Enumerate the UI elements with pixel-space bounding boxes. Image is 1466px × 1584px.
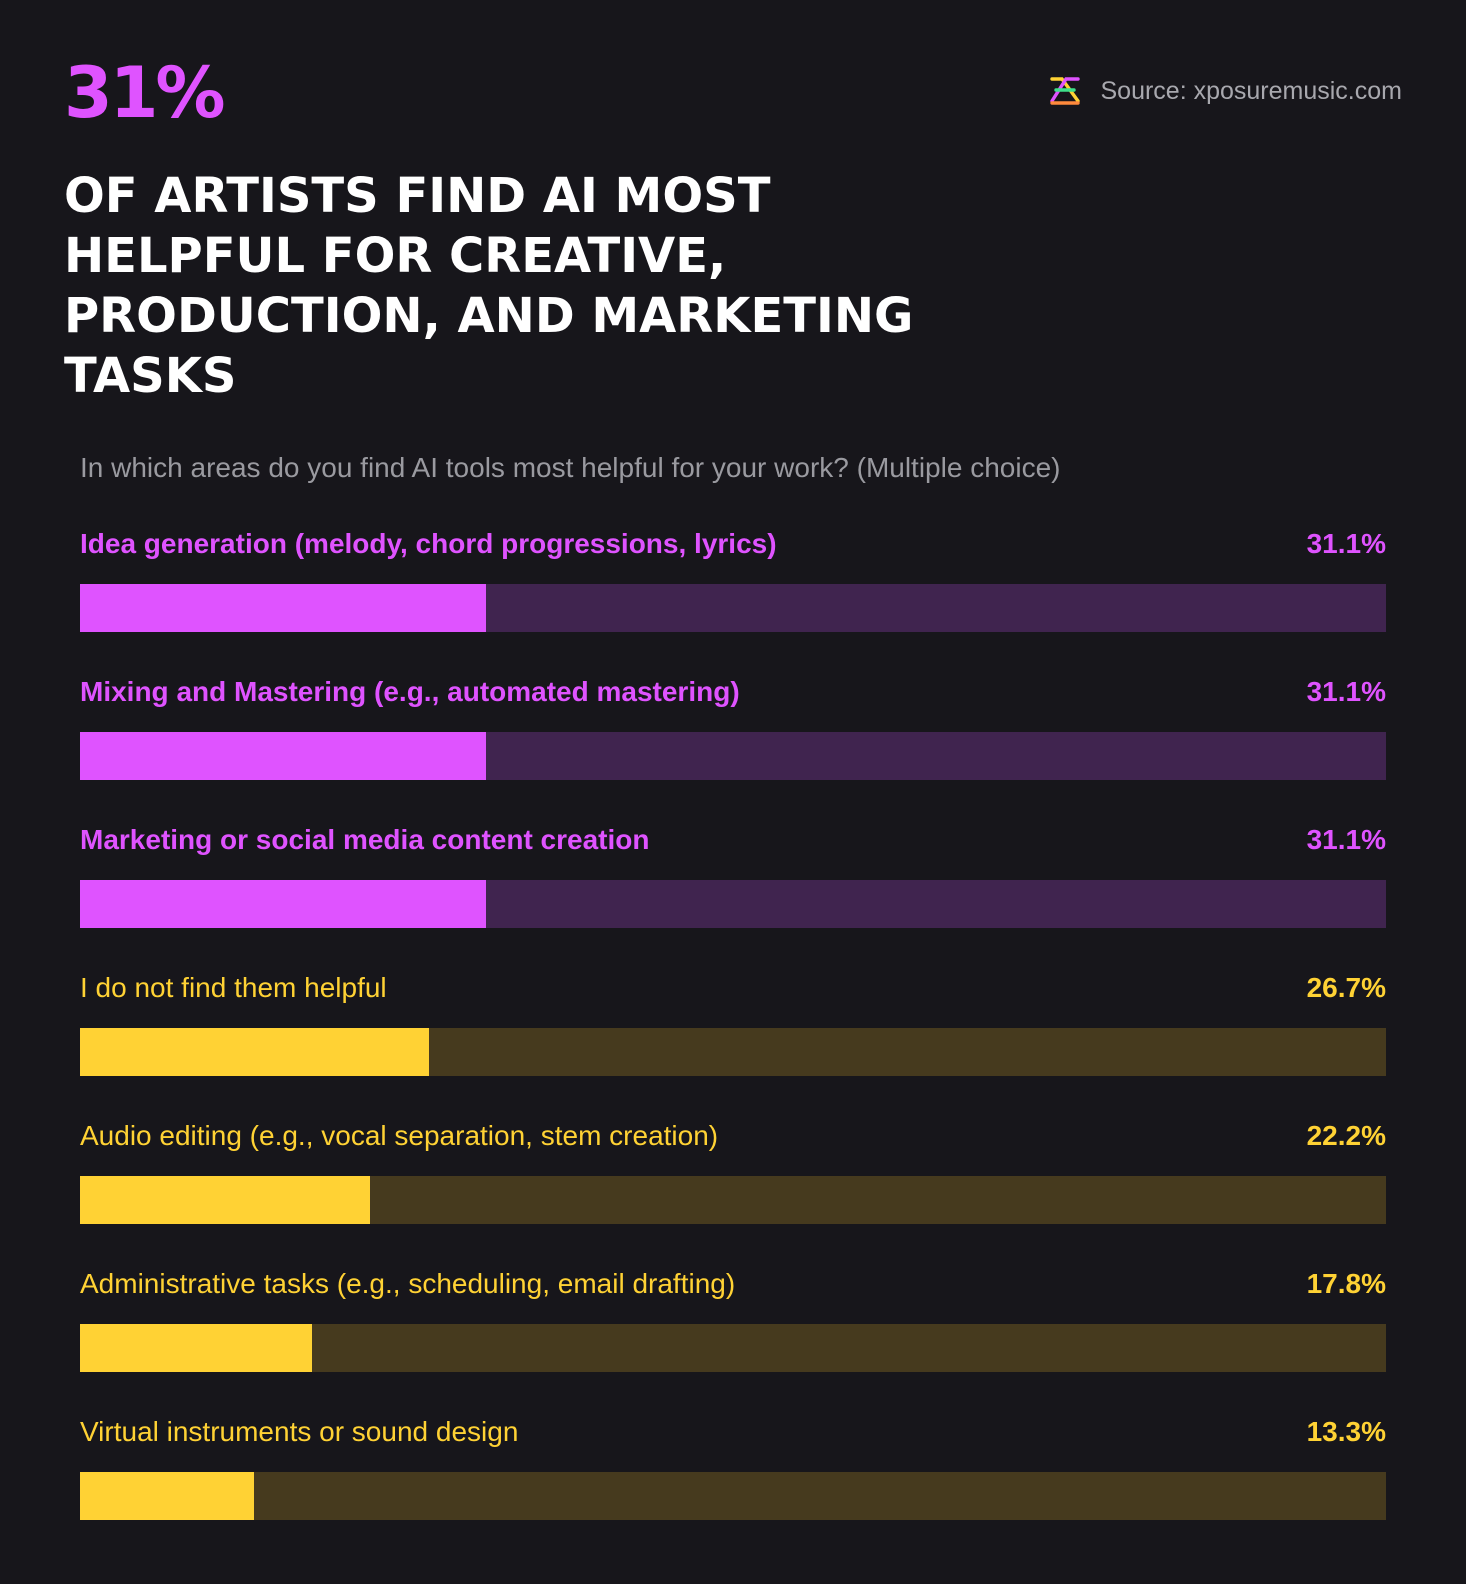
bar-label: Virtual instruments or sound design — [80, 1416, 519, 1447]
bar-row: Virtual instruments or sound design 13.3% — [80, 1412, 1386, 1560]
bar-track — [80, 732, 1386, 780]
bar-fill — [80, 1324, 313, 1372]
bar-value-label: 31.1% — [1306, 528, 1386, 559]
bar-fill — [80, 584, 487, 632]
bar-label: Mixing and Mastering (e.g., automated ma… — [80, 676, 740, 707]
bar-row: Audio editing (e.g., vocal separation, s… — [80, 1116, 1386, 1264]
bar-label: Marketing or social media content creati… — [80, 824, 650, 855]
bar-label: Audio editing (e.g., vocal separation, s… — [80, 1120, 719, 1151]
bar-row: I do not find them helpful 26.7% — [80, 968, 1386, 1116]
bar-row: Idea generation (melody, chord progressi… — [80, 524, 1386, 672]
bar-row: Administrative tasks (e.g., scheduling, … — [80, 1264, 1386, 1412]
bar-value-label: 31.1% — [1306, 676, 1386, 707]
bar-track — [80, 1176, 1386, 1224]
bar-track — [80, 1472, 1386, 1520]
bar-row: Marketing or social media content creati… — [80, 820, 1386, 968]
bar-label: I do not find them helpful — [80, 972, 387, 1003]
bar-label: Administrative tasks (e.g., scheduling, … — [80, 1268, 736, 1299]
xposure-logo-icon — [1050, 77, 1081, 105]
bar-row: Mixing and Mastering (e.g., automated ma… — [80, 672, 1386, 820]
headline: OF ARTISTS FIND AI MOST HELPFUL FOR CREA… — [64, 168, 914, 404]
bar-fill — [80, 1028, 429, 1076]
bar-fill — [80, 1472, 254, 1520]
bar-value-label: 17.8% — [1306, 1268, 1386, 1299]
bar-fill — [80, 880, 487, 928]
bar-value-label: 22.2% — [1306, 1120, 1386, 1151]
source-text: Source: xposuremusic.com — [1100, 76, 1402, 105]
bar-value-label: 13.3% — [1306, 1416, 1386, 1447]
chart-question: In which areas do you find AI tools most… — [80, 452, 1061, 483]
bar-track — [80, 1324, 1386, 1372]
bar-label: Idea generation (melody, chord progressi… — [80, 528, 777, 559]
bar-track — [80, 1028, 1386, 1076]
bar-value-label: 26.7% — [1306, 972, 1386, 1003]
source-attribution: Source: xposuremusic.com — [1048, 74, 1402, 108]
bar-track — [80, 880, 1386, 928]
bar-value-label: 31.1% — [1306, 824, 1386, 855]
bar-chart: Idea generation (melody, chord progressi… — [80, 524, 1386, 1560]
bar-fill — [80, 1176, 370, 1224]
bar-fill — [80, 732, 487, 780]
bar-track — [80, 584, 1386, 632]
headline-stat: 31% — [64, 52, 226, 134]
